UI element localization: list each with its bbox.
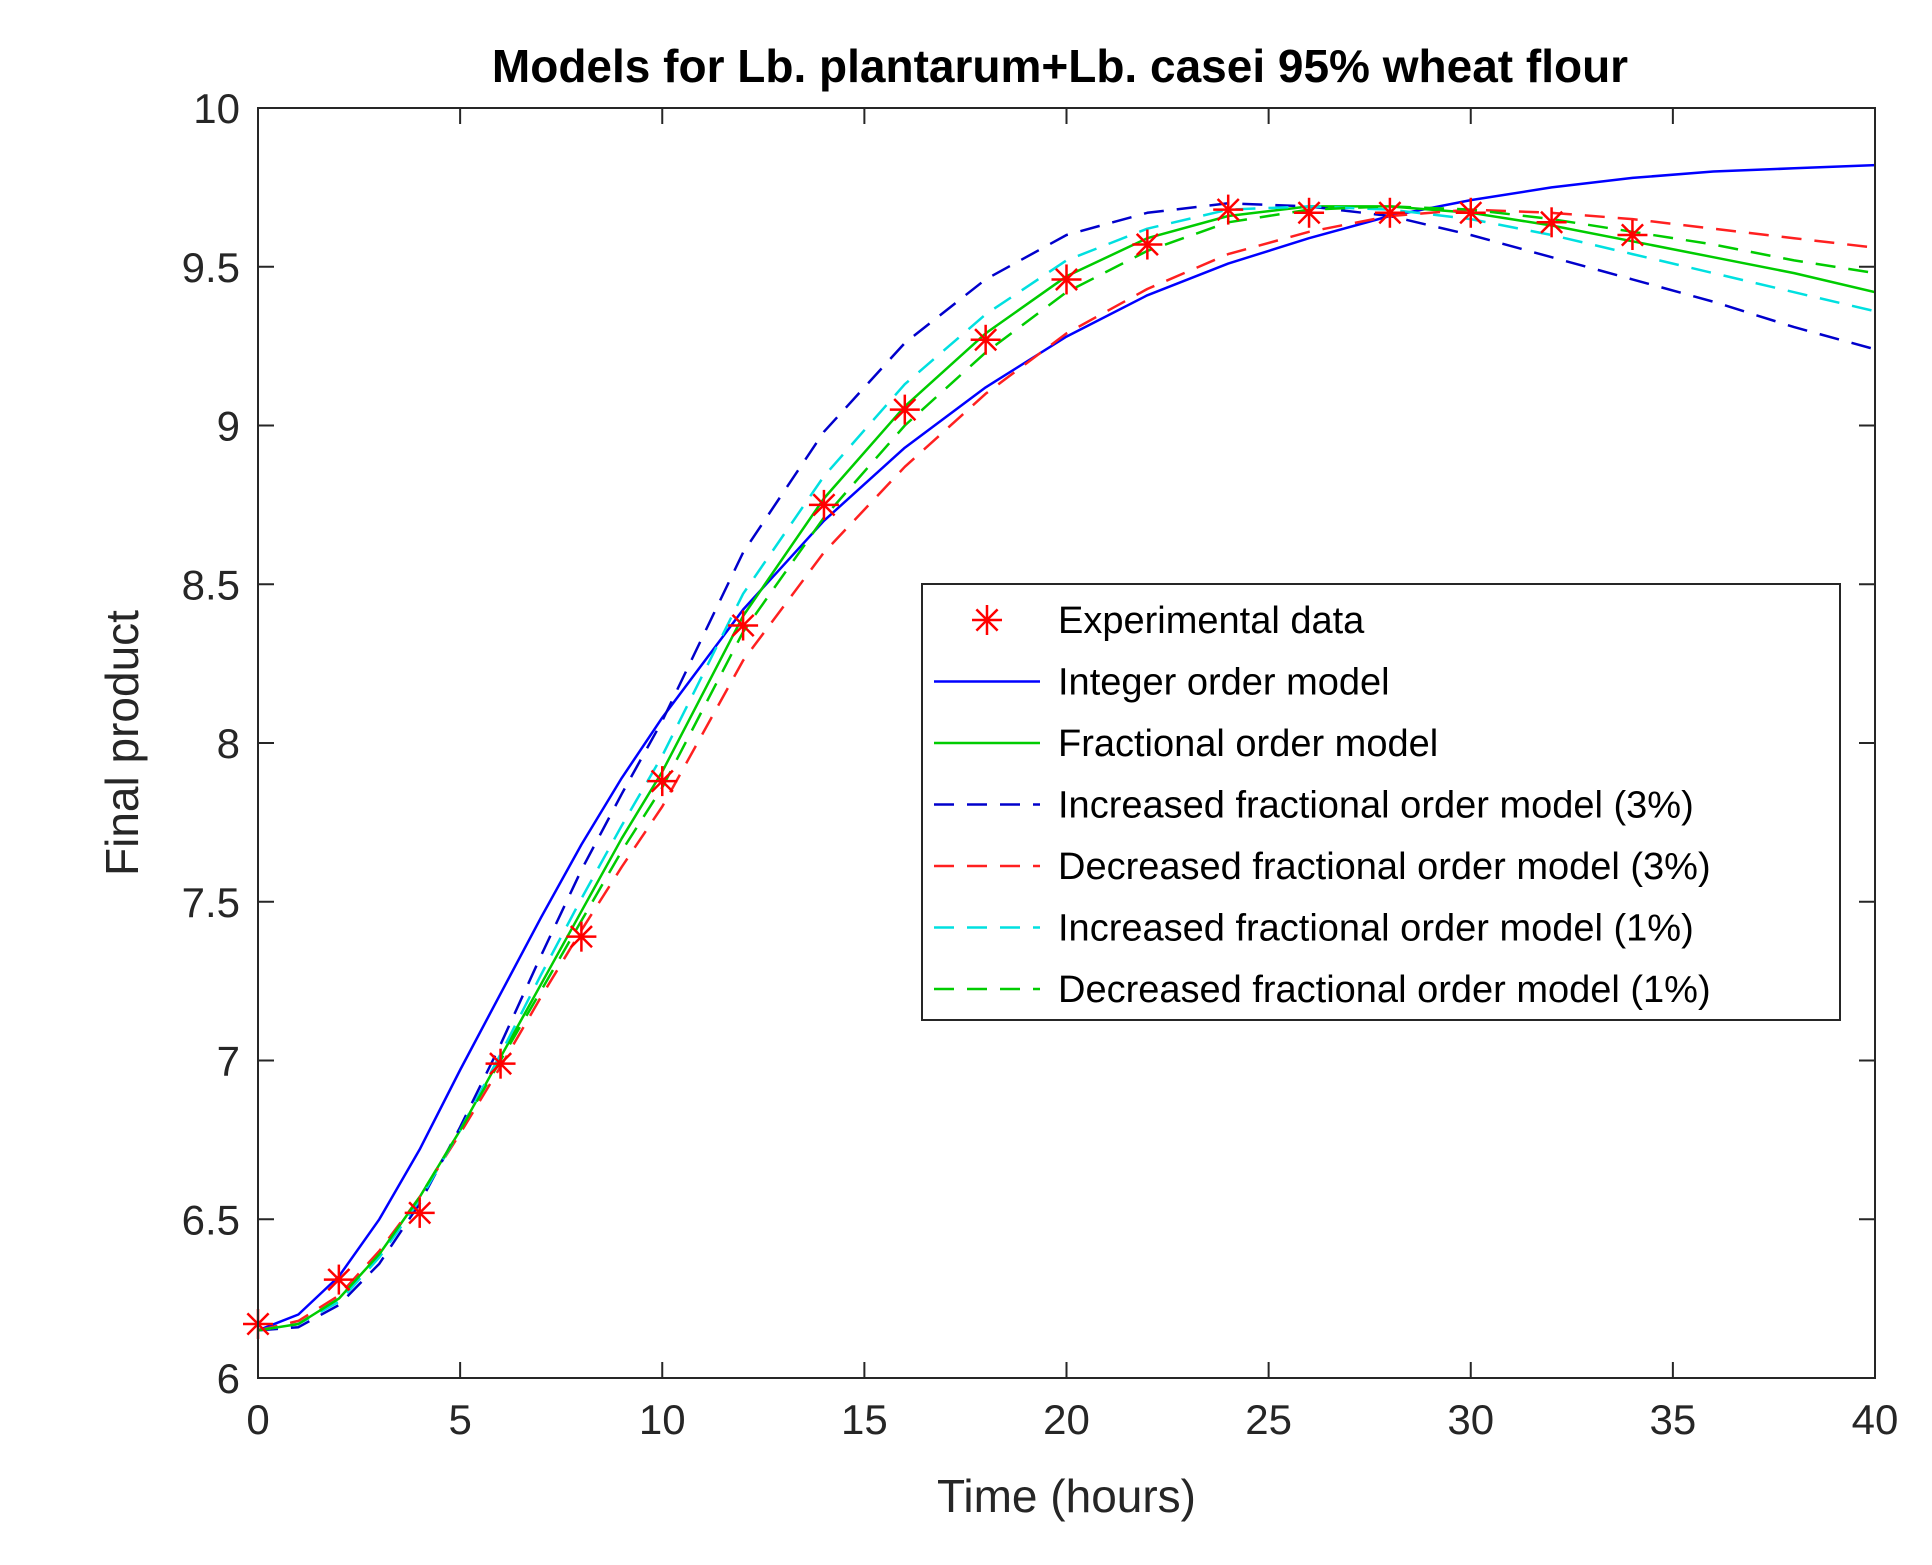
- y-tick-label: 10: [193, 85, 240, 132]
- legend-box: [921, 583, 1841, 1021]
- y-tick-label: 6: [217, 1355, 240, 1402]
- data-point-experimental-data: [1132, 229, 1163, 260]
- data-point-experimental-data: [485, 1048, 516, 1079]
- data-point-experimental-data: [404, 1197, 435, 1228]
- series-line-decreased-fractional-order-model-3: [258, 208, 1875, 1332]
- legend-label: Fractional order model: [1058, 723, 1438, 765]
- legend: Experimental data Integer order model Frac…: [921, 583, 1841, 1021]
- y-tick-label: 8: [217, 720, 240, 767]
- data-point-experimental-data: [889, 394, 920, 425]
- marker-layer: [243, 194, 1648, 1340]
- legend-label: Integer order model: [1058, 662, 1390, 704]
- series-line-increased-fractional-order-model-1: [258, 205, 1875, 1332]
- y-tick-label: 9: [217, 403, 240, 450]
- y-tick-label: 7: [217, 1038, 240, 1085]
- y-tick-label: 8.5: [182, 561, 240, 608]
- x-tick-label: 25: [1245, 1396, 1292, 1443]
- data-point-experimental-data: [647, 766, 678, 797]
- legend-label: Decreased fractional order model (1%): [1058, 969, 1711, 1011]
- series-line-decreased-fractional-order-model-1: [258, 205, 1875, 1332]
- data-point-experimental-data: [323, 1264, 354, 1295]
- legend-label: Decreased fractional order model (3%): [1058, 846, 1711, 888]
- legend-label: Experimental data: [1058, 600, 1365, 642]
- legend-swatch-experimental-data: [972, 605, 1002, 635]
- data-point-experimental-data: [970, 324, 1001, 355]
- data-point-experimental-data: [728, 610, 759, 641]
- data-point-experimental-data: [1374, 197, 1405, 228]
- series-line-integer-order-model: [258, 163, 1875, 1332]
- data-point-experimental-data: [1213, 194, 1244, 225]
- y-tick-label: 6.5: [182, 1196, 240, 1243]
- data-point-experimental-data: [808, 489, 839, 520]
- y-tick-label: 7.5: [182, 879, 240, 926]
- x-tick-label: 0: [246, 1396, 269, 1443]
- x-tick-label: 35: [1650, 1396, 1697, 1443]
- x-tick-label: 5: [448, 1396, 471, 1443]
- plot-frame: [257, 107, 1876, 1379]
- x-tick-label: 40: [1852, 1396, 1899, 1443]
- tick-labels: 0 5 10 15 20 25 30 35 40 6 6.5 7 7.5 8 8.5 9 9.5 10: [182, 85, 1899, 1443]
- x-tick-label: 15: [841, 1396, 888, 1443]
- data-point-experimental-data: [1294, 197, 1325, 228]
- series-line-increased-fractional-order-model-3: [258, 202, 1875, 1332]
- y-axis-label: Final product: [96, 610, 148, 876]
- legend-label: Increased fractional order model (3%): [1058, 785, 1694, 827]
- legend-label: Increased fractional order model (1%): [1058, 908, 1694, 950]
- data-point-experimental-data: [1536, 207, 1567, 238]
- x-axis-label: Time (hours): [937, 1470, 1196, 1522]
- y-tick-label: 9.5: [182, 244, 240, 291]
- data-point-experimental-data: [1051, 264, 1082, 295]
- data-point-experimental-data: [1455, 197, 1486, 228]
- x-tick-label: 20: [1043, 1396, 1090, 1443]
- x-tick-label: 30: [1447, 1396, 1494, 1443]
- x-tick-label: 10: [639, 1396, 686, 1443]
- data-point-experimental-data: [1617, 220, 1648, 250]
- data-point-experimental-data: [566, 921, 597, 952]
- chart-title: Models for Lb. plantarum+Lb. casei 95% w…: [492, 40, 1628, 92]
